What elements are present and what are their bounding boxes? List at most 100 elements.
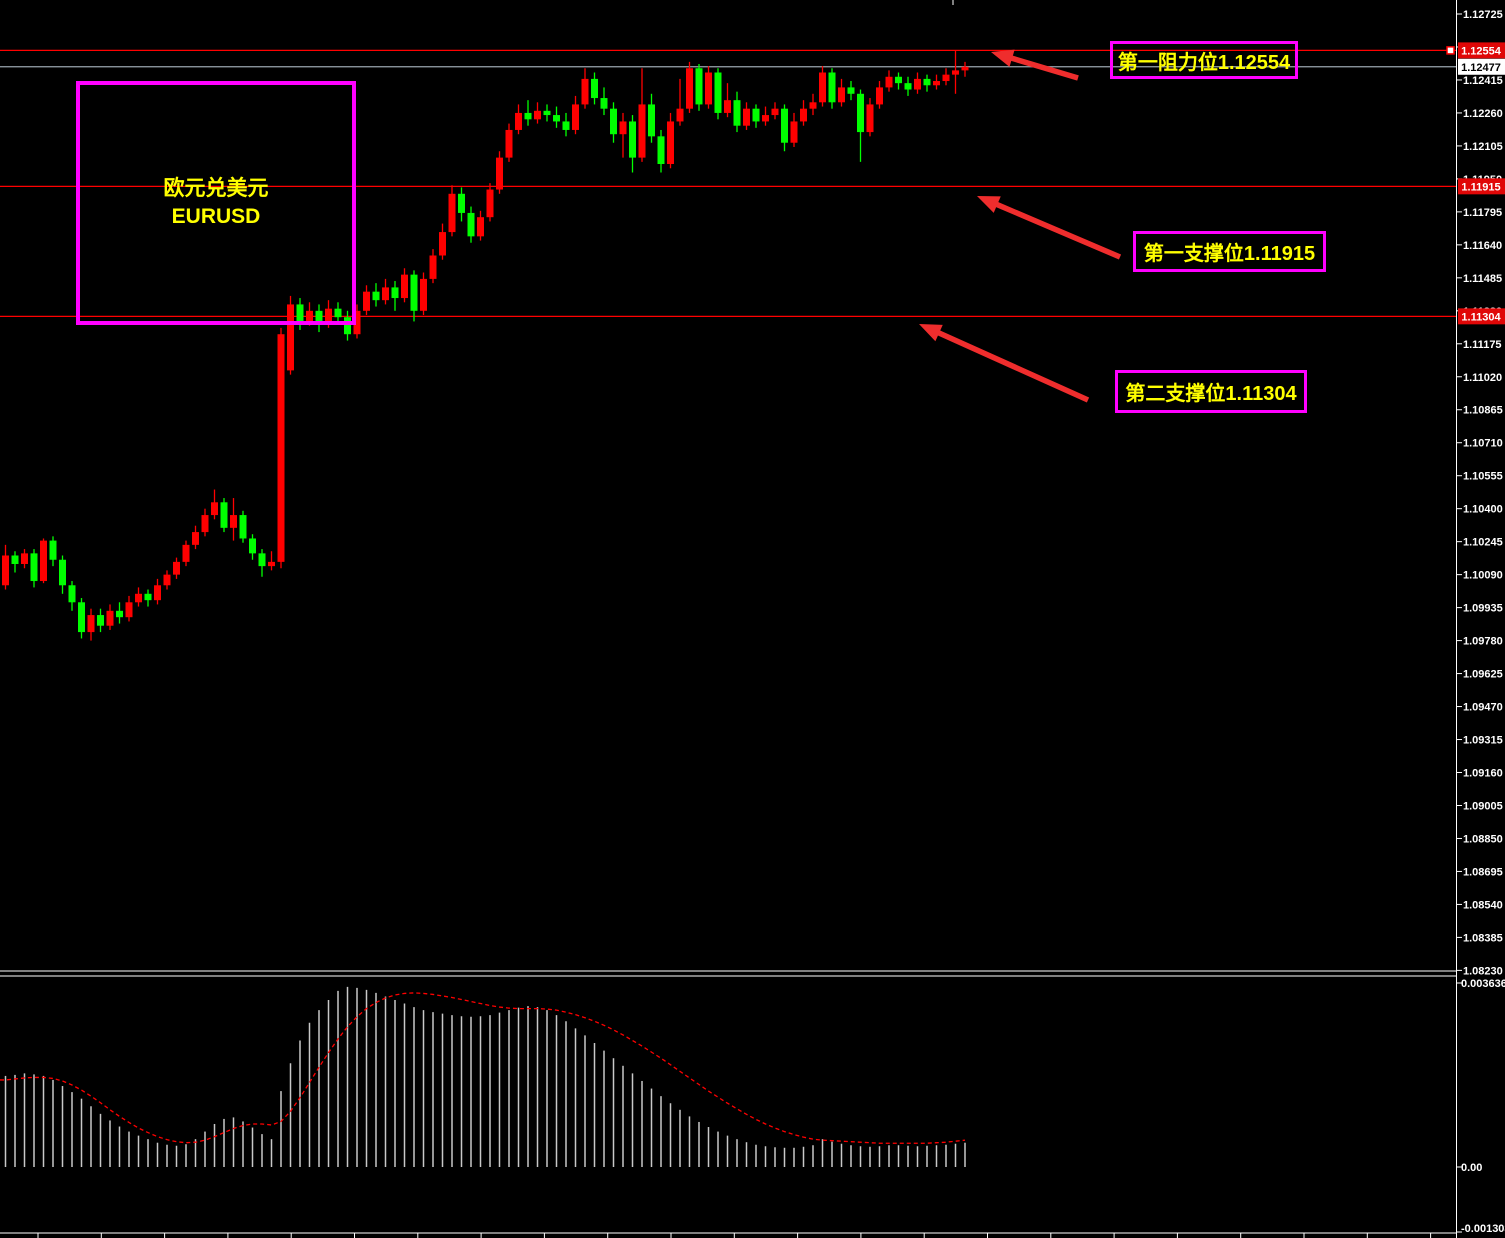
candle-body <box>11 555 19 564</box>
support1-label: 第一支撑位1.11915 <box>1143 243 1316 265</box>
candle-body <box>581 78 589 105</box>
candle-body <box>287 304 294 371</box>
symbol-annotation-box[interactable]: 欧元兑美元 EURUSD <box>76 81 356 325</box>
price-tick-label: 1.09160 <box>1463 768 1503 780</box>
support1-label-box[interactable]: 第一支撑位1.11915 <box>1133 231 1326 272</box>
candle-body <box>857 93 864 133</box>
candle-body <box>591 78 598 99</box>
candle-body <box>961 66 969 71</box>
candle-body <box>59 559 66 586</box>
candle-body <box>106 610 114 626</box>
price-tick-label: 1.09935 <box>1463 603 1503 615</box>
candle-body <box>876 87 883 105</box>
price-badge-1.11304 <box>1458 308 1505 325</box>
price-tick-label: 1.08385 <box>1463 932 1503 944</box>
price-badge-1.12554 <box>1458 42 1505 59</box>
candle-body <box>296 304 304 322</box>
price-tick-label: 1.09625 <box>1463 669 1503 681</box>
candle-body <box>743 108 750 126</box>
candle-body <box>515 112 522 130</box>
price-tick-label: 1.10400 <box>1463 504 1503 516</box>
support2-label-box[interactable]: 第二支撑位1.11304 <box>1115 370 1307 413</box>
candle-body <box>838 87 845 103</box>
candle-body <box>135 593 142 603</box>
candle-body <box>952 70 959 75</box>
candle-body <box>724 100 731 113</box>
resistance1-label-box[interactable]: 第一阻力位1.12554 <box>1110 41 1298 79</box>
price-badge-label: 1.12477 <box>1461 62 1501 74</box>
candle-body <box>496 157 503 190</box>
candle-body <box>173 561 180 575</box>
candle-body <box>657 136 665 164</box>
candle-body <box>353 310 361 335</box>
candle-body <box>705 72 712 105</box>
candle-body <box>211 502 218 516</box>
price-tick-label: 1.12260 <box>1463 108 1503 120</box>
candle-body <box>610 108 617 135</box>
price-tick-label: 1.11175 <box>1463 339 1502 351</box>
candle-body <box>486 189 494 218</box>
candle-body <box>163 574 171 586</box>
signal-line <box>0 992 966 1144</box>
candle-body <box>819 72 826 103</box>
candle-body <box>192 532 199 545</box>
candle-body <box>315 310 323 324</box>
candle-body <box>410 274 418 311</box>
price-tick-label: 1.09470 <box>1463 702 1503 714</box>
candle-body <box>762 115 769 122</box>
candle-body <box>125 602 133 618</box>
price-badge-label: 1.12554 <box>1461 45 1502 57</box>
price-tick-label: 1.10710 <box>1463 438 1503 450</box>
candle-body <box>914 78 921 90</box>
price-tick-label: 1.11485 <box>1463 273 1502 285</box>
price-tick-label: 1.09780 <box>1463 636 1503 648</box>
candle-body <box>344 317 351 335</box>
candle-body <box>458 193 465 213</box>
candle-body <box>429 255 437 279</box>
candle-body <box>154 585 161 601</box>
resistance1-label: 第一阻力位1.12554 <box>1117 51 1291 74</box>
price-tick-label: 1.08695 <box>1463 866 1503 878</box>
candle-body <box>619 121 627 135</box>
support2-label: 第二支撑位1.11304 <box>1125 383 1297 405</box>
candle-body <box>2 555 9 586</box>
candle-body <box>439 232 446 256</box>
candle-body <box>828 72 836 103</box>
arrow-head-icon <box>991 49 1015 67</box>
price-tick-label: 1.11640 <box>1463 240 1502 252</box>
candle-body <box>78 602 85 633</box>
candle-body <box>49 540 57 560</box>
candle-body <box>239 515 247 539</box>
candle-body <box>220 502 228 528</box>
candle-body <box>600 98 608 109</box>
candle-body <box>97 615 104 626</box>
candle-body <box>268 561 275 567</box>
candle-body <box>334 308 342 318</box>
candle-body <box>733 100 741 126</box>
candle-body <box>144 593 152 601</box>
candle-body <box>676 108 684 122</box>
price-badge-1.12477 <box>1458 58 1505 75</box>
candle-body <box>553 115 560 122</box>
candle-body <box>448 193 456 233</box>
candle-body <box>505 129 513 158</box>
candle-body <box>629 121 636 158</box>
candle-body <box>30 553 38 582</box>
candle-body <box>562 121 570 130</box>
candle-body <box>648 104 655 137</box>
price-badge-label: 1.11304 <box>1461 311 1501 323</box>
indicator-tick-label: 0.00 <box>1461 1162 1482 1174</box>
candle-body <box>752 108 760 122</box>
candle-body <box>800 108 807 122</box>
candle-body <box>695 68 703 105</box>
candle-body <box>182 544 190 562</box>
candle-body <box>885 76 893 88</box>
candle-body <box>534 110 541 120</box>
symbol-ticker: EURUSD <box>171 205 261 228</box>
candle-body <box>667 121 674 164</box>
candle-body <box>790 121 798 143</box>
candle-body <box>904 83 912 90</box>
candle-body <box>714 72 722 113</box>
price-tick-label: 1.09005 <box>1463 800 1503 812</box>
